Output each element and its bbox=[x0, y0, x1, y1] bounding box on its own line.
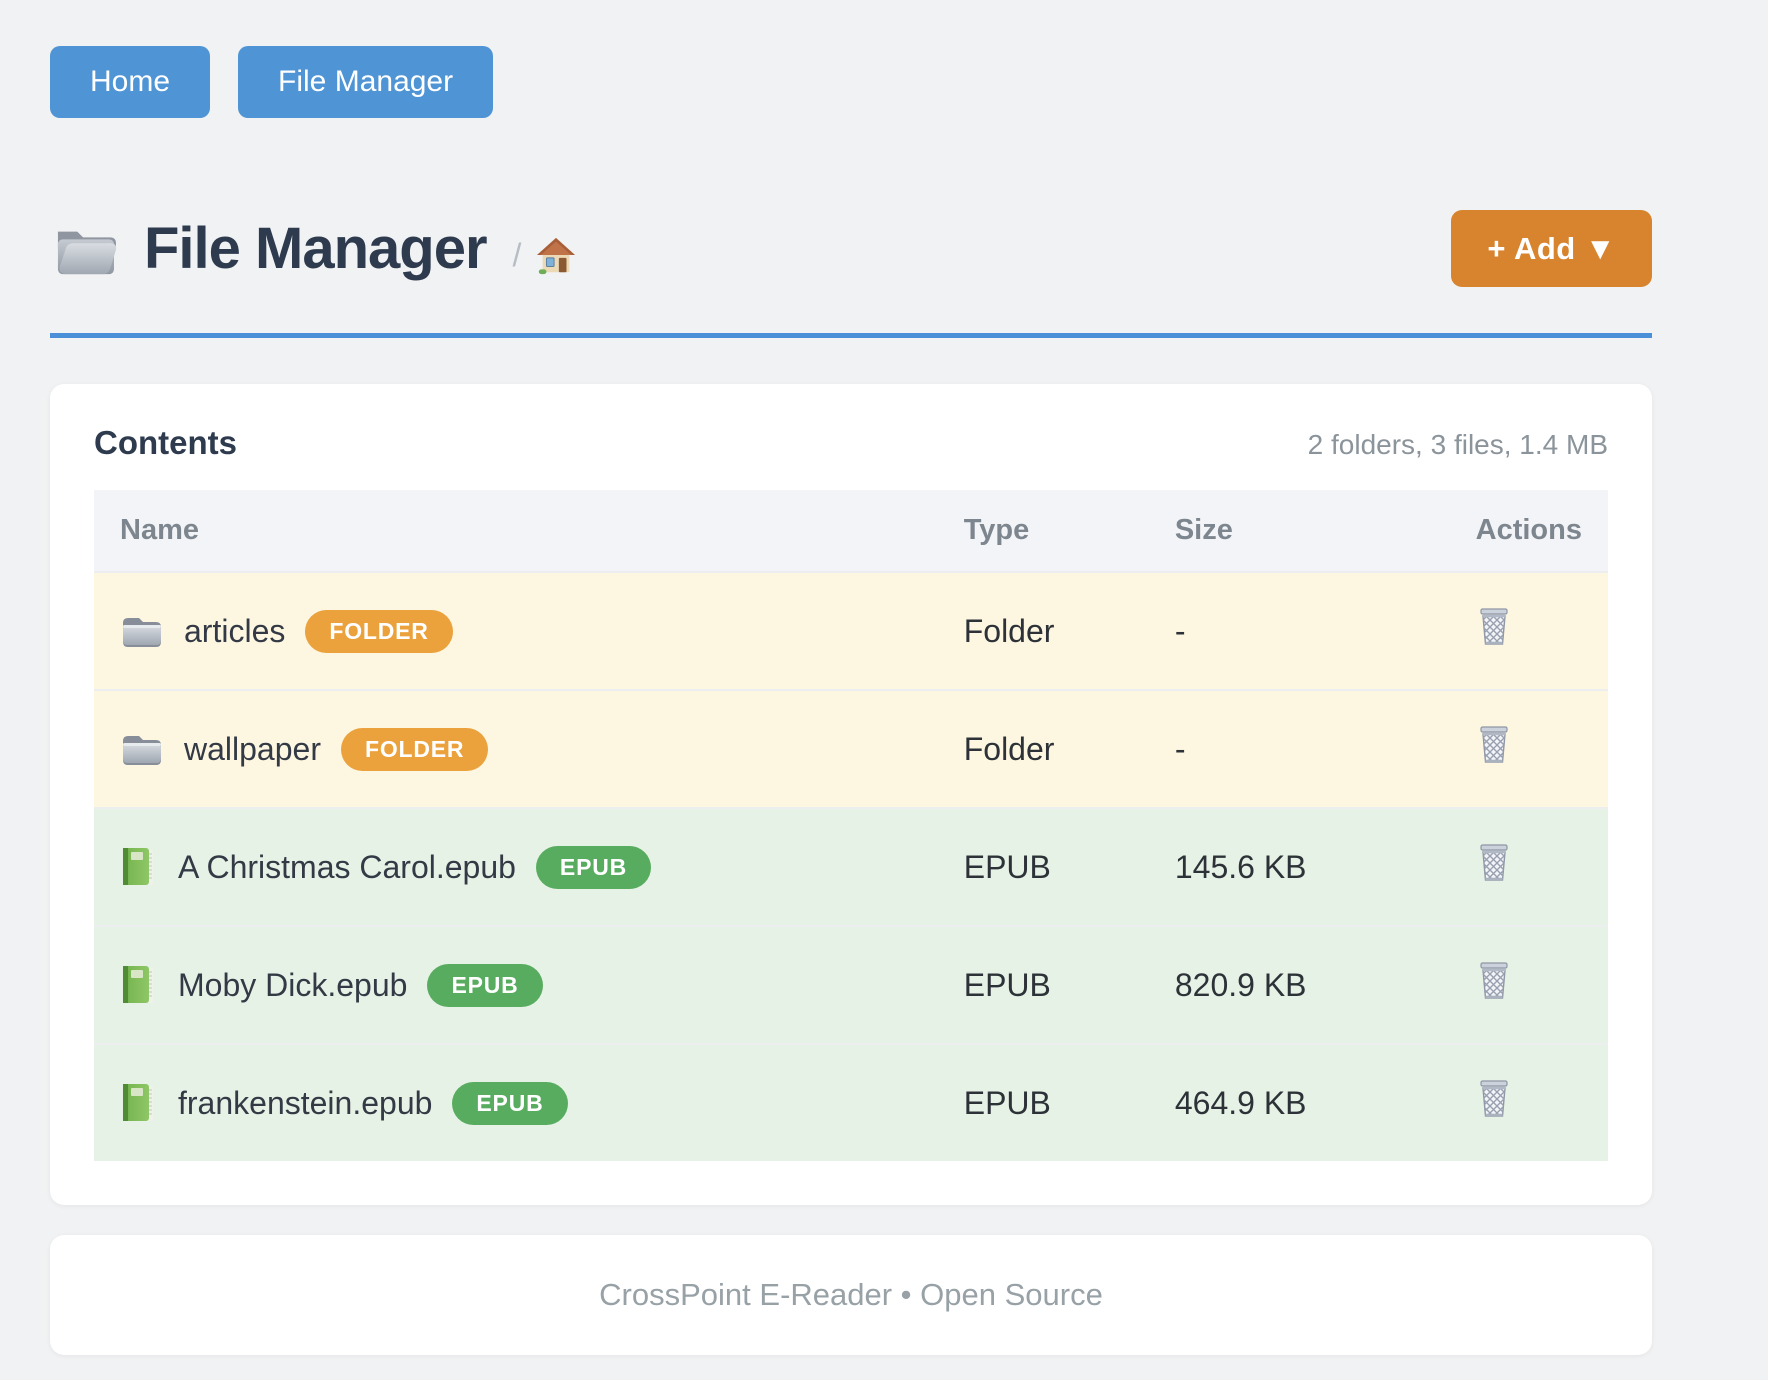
type-cell: Folder bbox=[937, 689, 1149, 808]
size-cell: - bbox=[1148, 571, 1450, 690]
type-cell: EPUB bbox=[937, 925, 1149, 1044]
folder-badge: FOLDER bbox=[340, 727, 489, 771]
folder-badge: FOLDER bbox=[305, 609, 453, 653]
name-cell: frankenstein.epub EPUB bbox=[94, 1043, 938, 1161]
epub-badge: EPUB bbox=[452, 1081, 568, 1125]
table-row: wallpaper FOLDER Folder - bbox=[94, 689, 1608, 808]
delete-button[interactable] bbox=[1476, 724, 1512, 766]
trash-icon bbox=[1476, 842, 1512, 884]
actions-cell bbox=[1449, 571, 1608, 690]
green-book-icon bbox=[120, 1082, 156, 1124]
folder-icon bbox=[120, 732, 162, 766]
contents-card: Contents 2 folders, 3 files, 1.4 MB Name… bbox=[50, 384, 1652, 1205]
epub-badge: EPUB bbox=[427, 963, 543, 1007]
footer-text: CrossPoint E-Reader • Open Source bbox=[599, 1277, 1103, 1312]
add-button[interactable]: + Add ▼ bbox=[1451, 210, 1652, 287]
epub-badge: EPUB bbox=[535, 845, 652, 889]
file-name[interactable]: A Christmas Carol.epub bbox=[178, 848, 516, 885]
size-cell: - bbox=[1148, 689, 1450, 808]
table-row: Moby Dick.epub EPUB EPUB 820.9 KB bbox=[94, 925, 1608, 1044]
house-icon[interactable] bbox=[535, 235, 577, 277]
breadcrumb-separator: / bbox=[512, 237, 522, 273]
folder-icon bbox=[50, 220, 120, 278]
table-row: A Christmas Carol.epub EPUB EPUB 145.6 K… bbox=[94, 807, 1608, 926]
size-cell: 820.9 KB bbox=[1148, 925, 1450, 1044]
contents-summary: 2 folders, 3 files, 1.4 MB bbox=[1307, 429, 1608, 460]
card-heading: Contents bbox=[94, 424, 237, 461]
column-header-type: Type bbox=[937, 490, 1149, 572]
file-name[interactable]: articles bbox=[184, 612, 286, 649]
name-cell: Moby Dick.epub EPUB bbox=[94, 925, 938, 1044]
top-nav: Home File Manager bbox=[50, 46, 1652, 118]
trash-icon bbox=[1476, 1078, 1512, 1120]
nav-button-home[interactable]: Home bbox=[50, 46, 211, 118]
page-title-text: File Manager bbox=[144, 216, 488, 281]
file-table: Name Type Size Actions articles FOLDER bbox=[94, 490, 1608, 1161]
table-row: frankenstein.epub EPUB EPUB 464.9 KB bbox=[94, 1043, 1608, 1161]
type-cell: EPUB bbox=[937, 1043, 1149, 1161]
trash-icon bbox=[1476, 724, 1512, 766]
green-book-icon bbox=[120, 964, 156, 1006]
column-header-name: Name bbox=[94, 490, 938, 572]
name-cell: articles FOLDER bbox=[94, 571, 938, 690]
title-row: File Manager / + Add ▼ bbox=[50, 210, 1652, 287]
table-row: articles FOLDER Folder - bbox=[94, 571, 1608, 690]
actions-cell bbox=[1449, 807, 1608, 926]
name-cell: wallpaper FOLDER bbox=[94, 689, 938, 808]
type-cell: Folder bbox=[937, 571, 1149, 690]
file-name[interactable]: wallpaper bbox=[184, 730, 321, 767]
file-name[interactable]: Moby Dick.epub bbox=[178, 966, 408, 1003]
green-book-icon bbox=[120, 846, 156, 888]
folder-icon bbox=[120, 614, 162, 648]
column-header-size: Size bbox=[1148, 490, 1450, 572]
page-title: File Manager bbox=[50, 215, 488, 282]
divider bbox=[50, 333, 1652, 338]
trash-icon bbox=[1476, 960, 1512, 1002]
type-cell: EPUB bbox=[937, 807, 1149, 926]
size-cell: 145.6 KB bbox=[1148, 807, 1450, 926]
trash-icon bbox=[1476, 606, 1512, 648]
actions-cell bbox=[1449, 1043, 1608, 1161]
delete-button[interactable] bbox=[1476, 960, 1512, 1002]
breadcrumb: / bbox=[513, 235, 578, 277]
footer-card: CrossPoint E-Reader • Open Source bbox=[50, 1235, 1652, 1355]
table-header-row: Name Type Size Actions bbox=[94, 490, 1608, 572]
actions-cell bbox=[1449, 925, 1608, 1044]
name-cell: A Christmas Carol.epub EPUB bbox=[94, 807, 938, 926]
delete-button[interactable] bbox=[1476, 842, 1512, 884]
delete-button[interactable] bbox=[1476, 606, 1512, 648]
nav-button-file-manager[interactable]: File Manager bbox=[238, 46, 494, 118]
size-cell: 464.9 KB bbox=[1148, 1043, 1450, 1161]
column-header-actions: Actions bbox=[1449, 490, 1608, 572]
actions-cell bbox=[1449, 689, 1608, 808]
delete-button[interactable] bbox=[1476, 1078, 1512, 1120]
file-name[interactable]: frankenstein.epub bbox=[178, 1084, 433, 1121]
